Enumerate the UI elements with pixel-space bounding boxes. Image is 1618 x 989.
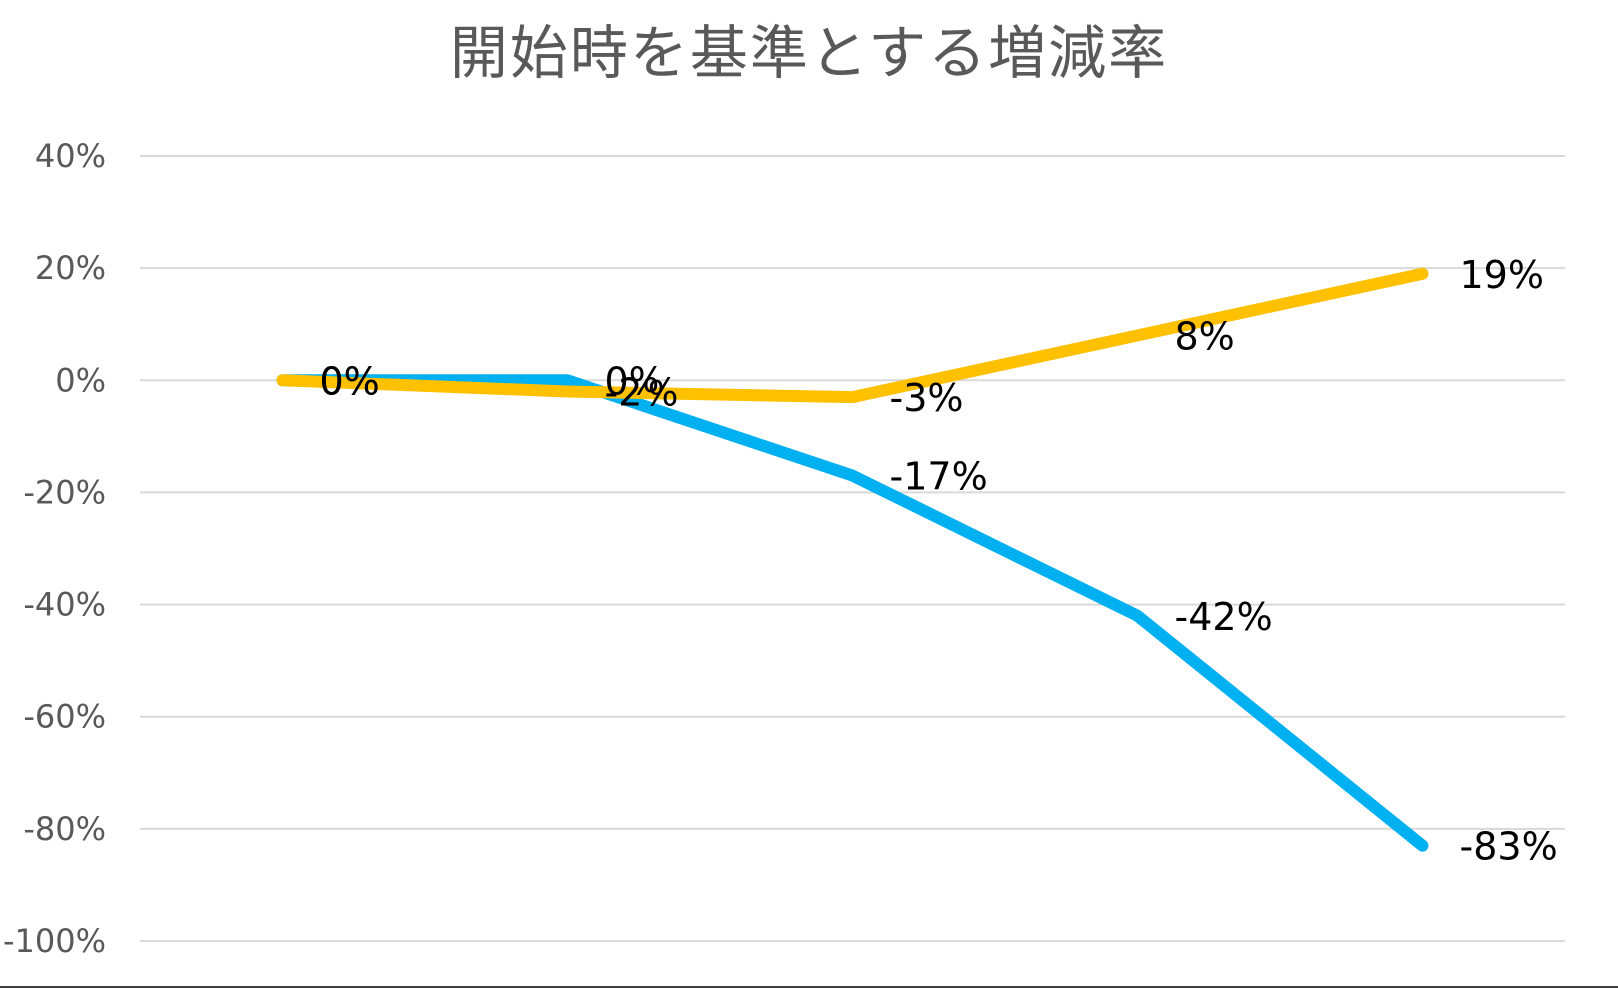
y-tick-label: -60% [23,698,106,736]
y-tick-label: 20% [35,249,106,287]
y-tick-label: 0% [55,361,106,399]
data-label: -3% [890,376,964,420]
data-point [852,396,853,398]
data-point [852,475,853,477]
data-label: 8% [1175,314,1235,358]
data-label: -17% [890,455,988,499]
data-label: -83% [1460,825,1558,869]
data-label: -42% [1175,595,1273,639]
data-label: 0% [320,359,380,403]
y-tick-label: -20% [23,473,106,511]
data-point [567,379,568,381]
y-tick-label: -100% [3,922,106,960]
data-labels: 0% 0%-17%-42%-83%0% -2% -3%8%19% [320,253,1558,869]
data-point [1137,615,1138,617]
y-axis-tick-labels: 40% 20% 0% -20% -40% -60% -80% -100% [3,137,106,960]
data-label: -2% [605,371,679,415]
data-point [282,379,283,381]
data-point [1422,845,1423,847]
gridlines [140,155,1565,942]
series-lines [276,267,1429,852]
y-tick-label: -40% [23,586,106,624]
data-point [1422,273,1423,275]
chart-title: 開始時を基準とする増減率 [449,19,1169,87]
y-tick-label: 40% [35,137,106,175]
data-point [567,391,568,392]
y-tick-label: -80% [23,810,106,848]
data-label: 19% [1460,253,1544,297]
data-point [1137,334,1138,336]
data-label: 0% [320,359,380,403]
data-label: 0% [605,359,665,403]
